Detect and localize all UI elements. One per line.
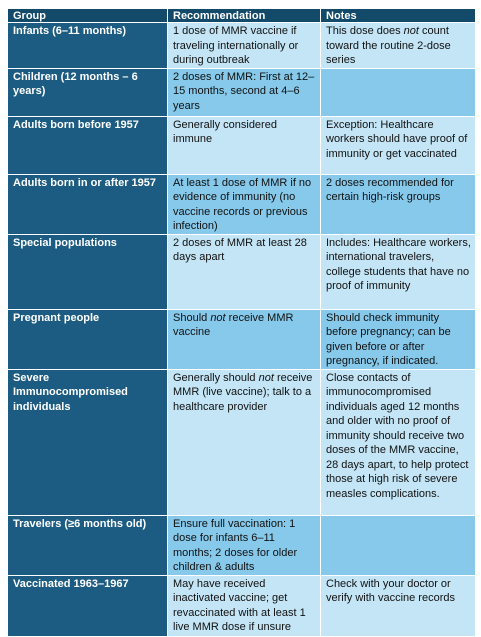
recommendation-cell: May have received inactivated vaccine; g… xyxy=(167,574,321,637)
group-cell: Pregnant people xyxy=(7,308,168,370)
header-cell: Recommendation xyxy=(167,8,321,23)
text: count toward the routine 2-dose series xyxy=(326,25,451,66)
table-row: Severe Immunocompromised individuals Gene… xyxy=(7,368,476,516)
text: Vaccinated 1963–1967 xyxy=(13,577,129,590)
text: 1 dose of MMR vaccine if traveling inter… xyxy=(173,25,299,66)
text: Infants (6–11 months) xyxy=(13,25,127,37)
text: receive MMR (live vaccine); talk to a he… xyxy=(173,371,313,413)
notes-cell xyxy=(320,67,476,117)
table-row: Children (12 months – 6 years) 2 doses of… xyxy=(7,67,476,117)
header-cell: Notes xyxy=(320,8,476,23)
text: May have received inactivated vaccine; g… xyxy=(173,577,306,634)
group-cell: Severe Immunocompromised individuals xyxy=(7,368,168,516)
notes-cell: This dose does not count toward the rout… xyxy=(320,22,476,69)
recommendation-cell: 1 dose of MMR vaccine if traveling inter… xyxy=(167,22,321,69)
recommendation-cell: At least 1 dose of MMR if no evidence of… xyxy=(167,173,321,235)
text: This dose does xyxy=(326,25,404,37)
header-row: Group Recommendation Notes xyxy=(7,8,476,23)
text: 2 doses of MMR: First at 12–15 months, s… xyxy=(173,70,315,112)
text: Generally should xyxy=(173,371,259,384)
notes-cell: Close contacts of immunocompromised indi… xyxy=(320,368,476,516)
text: Severe Immunocompromised individuals xyxy=(13,371,128,413)
recommendation-cell: 2 doses of MMR: First at 12–15 months, s… xyxy=(167,67,321,117)
text: Should xyxy=(173,311,211,324)
text: Travelers (≥6 months old) xyxy=(13,517,147,530)
text: 2 doses recommended for certain high-ris… xyxy=(326,176,454,204)
emphasis: not xyxy=(403,25,419,37)
table-row: Adults born before 1957 Generally conside… xyxy=(7,115,476,175)
recommendation-cell: Generally considered immune xyxy=(167,115,321,175)
table-row: Special populations 2 doses of MMR at lea… xyxy=(7,233,476,310)
text: Ensure full vaccination: 1 dose for infa… xyxy=(173,517,298,574)
text: Close contacts of immunocompromised indi… xyxy=(326,371,469,500)
emphasis: not xyxy=(258,371,274,384)
recommendation-cell: Ensure full vaccination: 1 dose for infa… xyxy=(167,514,321,576)
text: Children (12 months – 6 years) xyxy=(13,70,138,98)
notes-cell: Should check immunity before pregnancy; … xyxy=(320,308,476,370)
text: Should check immunity before pregnancy; … xyxy=(326,311,451,368)
text: Includes: Healthcare workers, internatio… xyxy=(326,236,471,293)
group-cell: Special populations xyxy=(7,233,168,310)
emphasis: not xyxy=(210,311,226,324)
text: Exception: Healthcare workers should hav… xyxy=(326,118,468,160)
text: Pregnant people xyxy=(13,311,100,324)
group-cell: Vaccinated 1963–1967 xyxy=(7,574,168,637)
text: Adults born in or after 1957 xyxy=(13,176,157,189)
text: Special populations xyxy=(13,236,117,249)
recommendation-cell: Should not receive MMR vaccine xyxy=(167,308,321,370)
header-cell: Group xyxy=(7,8,168,23)
table-row: Vaccinated 1963–1967 May have received in… xyxy=(7,574,476,637)
recommendation-table: Group Recommendation Notes Infants (6–11 m… xyxy=(7,8,476,637)
text: At least 1 dose of MMR if no evidence of… xyxy=(173,176,312,233)
group-cell: Adults born before 1957 xyxy=(7,115,168,175)
table-row: Infants (6–11 months) 1 dose of MMR vacci… xyxy=(7,22,476,69)
notes-cell: Check with your doctor or verify with va… xyxy=(320,574,476,637)
notes-cell: 2 doses recommended for certain high-ris… xyxy=(320,173,476,235)
group-cell: Travelers (≥6 months old) xyxy=(7,514,168,576)
text: receive MMR vaccine xyxy=(173,311,294,339)
notes-cell: Exception: Healthcare workers should hav… xyxy=(320,115,476,175)
table-row: Adults born in or after 1957 At least 1 d… xyxy=(7,173,476,235)
group-cell: Adults born in or after 1957 xyxy=(7,173,168,235)
recommendation-cell: Generally should not receive MMR (live v… xyxy=(167,368,321,516)
group-cell: Infants (6–11 months) xyxy=(7,22,168,69)
notes-cell: Includes: Healthcare workers, internatio… xyxy=(320,233,476,310)
recommendation-cell: 2 doses of MMR at least 28 days apart xyxy=(167,233,321,310)
table-row: Travelers (≥6 months old) Ensure full vac… xyxy=(7,514,476,576)
text: 2 doses of MMR at least 28 days apart xyxy=(173,236,307,264)
text: Adults born before 1957 xyxy=(13,118,139,131)
text: Generally considered immune xyxy=(173,118,277,146)
group-cell: Children (12 months – 6 years) xyxy=(7,67,168,117)
text: Check with your doctor or verify with va… xyxy=(326,577,455,605)
table-row: Pregnant people Should not receive MMR va… xyxy=(7,308,476,370)
notes-cell xyxy=(320,514,476,576)
